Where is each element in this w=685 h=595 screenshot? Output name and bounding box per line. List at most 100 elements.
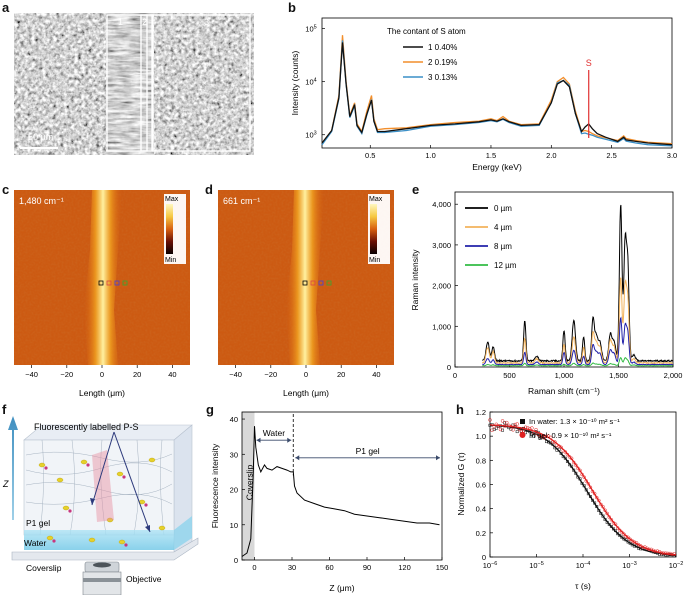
legend-item: 0 µm <box>494 204 512 213</box>
fcs-correlation-chart: 10−6 10−5 10−4 10−3 10−200.20.40.60.81.01.2 … <box>456 408 684 591</box>
x-tick-label: 10−2 <box>669 561 684 570</box>
y-axis-label: Intensity (counts) <box>290 50 300 115</box>
legend: In water: 1.3 × 10⁻¹⁰ m² s⁻¹ In gel: 0.9… <box>519 417 620 440</box>
x-tick-label: 500 <box>503 371 516 380</box>
data-point-gel <box>563 450 568 454</box>
data-point-gel <box>609 517 614 522</box>
panel-label-b: b <box>288 0 296 15</box>
data-point-gel <box>490 428 494 433</box>
series-line-3 <box>321 40 673 147</box>
panel-label-h: h <box>456 402 464 417</box>
data-point-water <box>607 522 611 526</box>
data-point-water <box>612 527 615 531</box>
colorbar <box>166 204 173 254</box>
region-box-3 <box>152 14 251 152</box>
x-tick-label: 120 <box>398 563 411 572</box>
data-point-gel <box>559 445 563 450</box>
x-axis-label: Length (μm) <box>79 388 125 398</box>
x-tick-label: 40 <box>372 370 380 379</box>
y-tick-label: 0.8 <box>476 456 486 465</box>
y-tick-label: 1.2 <box>476 408 486 417</box>
x-tick-label: 10−5 <box>529 561 544 570</box>
region-box-1 <box>106 14 148 152</box>
x-tick-label: 150 <box>436 563 449 572</box>
data-point-gel <box>599 502 603 507</box>
data-point-water <box>501 428 505 432</box>
x-tick-label: −40 <box>25 370 38 379</box>
x-axis-label: τ (s) <box>575 581 591 591</box>
x-tick-label: 0 <box>100 370 104 379</box>
plot-frame <box>321 17 673 149</box>
plot-frame <box>241 411 443 561</box>
data-point-gel <box>578 468 582 473</box>
y-tick-label: 1,000 <box>432 322 451 331</box>
y-axis-label: Raman intensity <box>410 249 420 311</box>
coverslip-label: Coverslip <box>26 563 62 573</box>
x-tick-label: 30 <box>288 563 296 572</box>
water-label: Water <box>263 428 286 438</box>
y-tick-label: 0.2 <box>476 529 486 538</box>
x-tick-label: 1,000 <box>555 371 574 380</box>
raman-map-d: 661 cm⁻¹ Max Min −40 −20 0 20 40 Length (μm) <box>218 190 394 398</box>
region-arrows <box>256 437 440 461</box>
data-point-gel <box>498 427 503 432</box>
labelled-polymer-label: Fluorescently labelled P-S <box>34 422 139 432</box>
region-box-2 <box>140 14 153 152</box>
wavenumber-annotation: 1,480 cm⁻¹ <box>19 196 64 206</box>
data-point-water <box>515 430 519 434</box>
y-tick-label: 3,000 <box>432 241 451 250</box>
sulfur-marker-label: S <box>586 58 592 68</box>
colorbar-max: Max <box>165 196 179 203</box>
axis-ticks: 0 500 1,000 1,500 2,000 0 1,000 2,000 3,000 4,000 <box>432 200 682 380</box>
y-tick-label: 0 <box>234 556 238 565</box>
fit-line-0 <box>489 424 677 557</box>
data-point-gel <box>622 532 626 536</box>
series-line-1 <box>481 277 674 365</box>
legend-item-2: 2 0.19% <box>428 58 457 67</box>
axis-ticks: 0 30 60 90 120 150 0 10 20 30 40 <box>230 415 449 572</box>
plot-frame <box>454 191 674 368</box>
data-point-water <box>620 535 624 539</box>
region-label-2: 2 <box>142 17 147 27</box>
edx-spectrum-chart: 0.5 1.0 1.5 2.0 2.5 3.0 103 104 105 Intensity (c… <box>290 17 677 172</box>
z-axis-label: Z <box>2 479 9 489</box>
y-tick-label: 40 <box>230 415 238 424</box>
data-point-gel <box>513 422 517 427</box>
objective-lens-icon <box>82 561 122 595</box>
series-line-1 <box>321 42 673 146</box>
x-tick-label: 2.0 <box>546 151 556 160</box>
x-tick-label: 2.5 <box>606 151 616 160</box>
legend-item: 8 µm <box>494 242 512 251</box>
legend-item-gel: In gel: 0.9 × 10⁻¹⁰ m² s⁻¹ <box>529 431 612 440</box>
data-point-gel <box>586 482 591 486</box>
data-point-gel <box>632 540 637 544</box>
colorbar <box>370 204 377 254</box>
data-point-water <box>563 456 567 460</box>
data-point-gel <box>594 495 599 500</box>
arrow-head <box>436 455 440 461</box>
x-tick-label: 0 <box>304 370 308 379</box>
data-point-gel <box>500 419 505 423</box>
data-point-water <box>618 533 622 537</box>
arrow-head <box>256 437 261 443</box>
data-point-gel <box>504 420 509 425</box>
x-tick-label: 0 <box>252 563 256 572</box>
fit-line-1 <box>489 424 677 556</box>
series-line-2 <box>482 316 674 366</box>
axis-ticks: 0.5 1.0 1.5 2.0 2.5 3.0 103 104 105 <box>305 25 677 160</box>
y-tick-label: 1.0 <box>476 432 486 441</box>
x-tick-label: 1.0 <box>425 151 435 160</box>
legend-item: 4 µm <box>494 223 512 232</box>
data-point-gel <box>515 422 519 426</box>
x-tick-label: 90 <box>363 563 371 572</box>
x-tick-label: 2,000 <box>664 371 683 380</box>
y-tick-label: 103 <box>305 131 316 140</box>
panel-label-a: a <box>2 0 10 15</box>
y-tick-label: 20 <box>230 486 238 495</box>
data-point-water <box>616 532 620 536</box>
x-tick-label: 20 <box>133 370 141 379</box>
colorbar-max: Max <box>369 196 383 203</box>
sem-image: 1 2 3 50 µm <box>14 13 254 155</box>
x-tick-label: −20 <box>264 370 277 379</box>
gel-label: P1 gel <box>356 446 380 456</box>
